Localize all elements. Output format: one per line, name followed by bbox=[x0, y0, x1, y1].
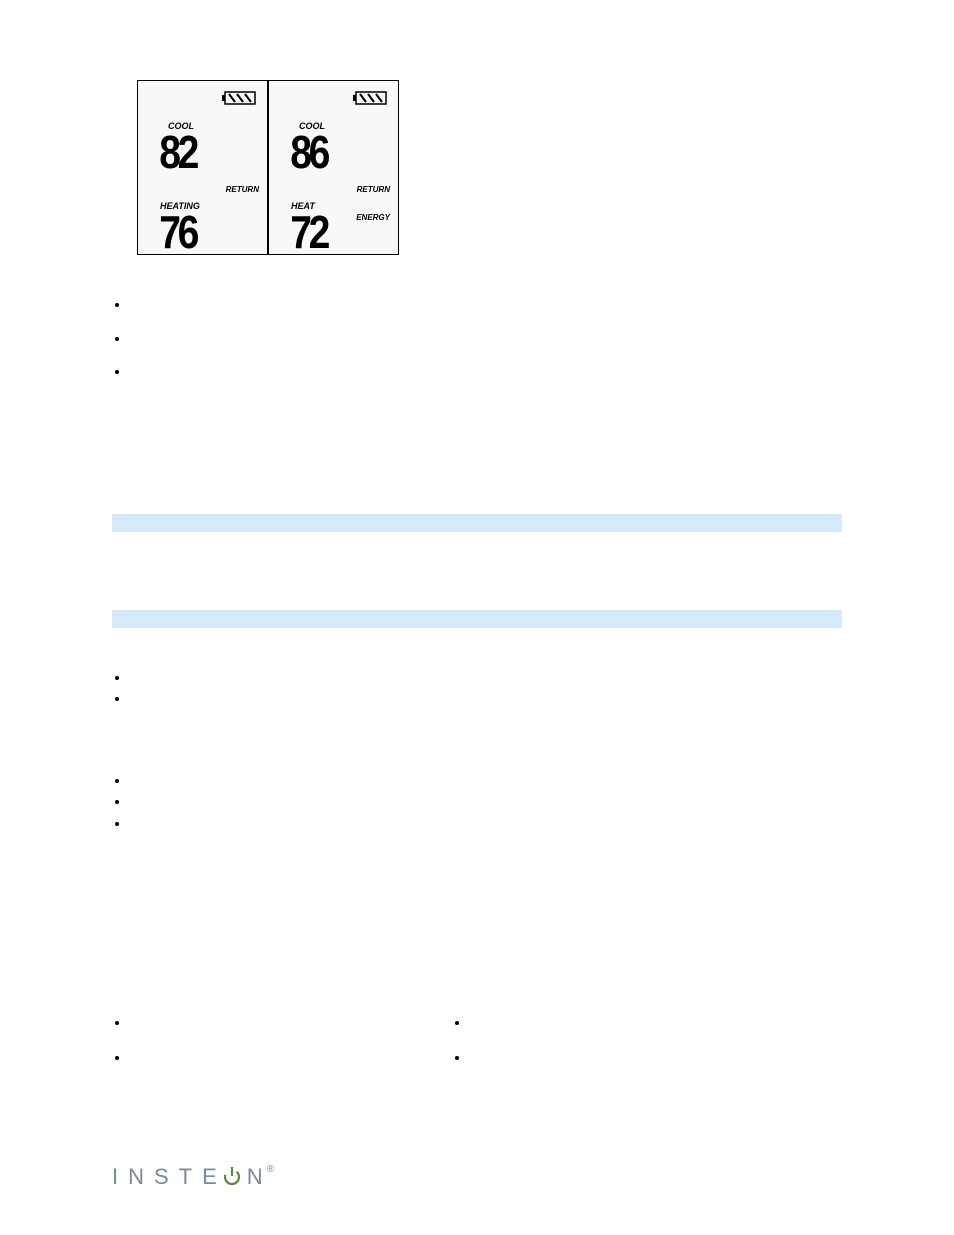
insteon-logo: INSTEN® bbox=[112, 1164, 274, 1190]
list-item bbox=[130, 814, 842, 834]
logo-power-icon bbox=[227, 1164, 247, 1190]
thermostat-row: COOL 82 RETURN HEATING 76 COOL 86 RETURN… bbox=[137, 80, 842, 255]
battery-icon bbox=[221, 91, 257, 105]
list-item bbox=[130, 295, 842, 315]
thermostat-display-right: COOL 86 RETURN HEAT 72 ENERGY bbox=[268, 80, 399, 255]
return-label: RETURN bbox=[357, 185, 390, 194]
list-item bbox=[130, 329, 842, 349]
list-item bbox=[130, 689, 842, 709]
thermostat-display-left: COOL 82 RETURN HEATING 76 bbox=[137, 80, 268, 255]
cool-value: 86 bbox=[290, 129, 327, 175]
bullet-list-2a bbox=[130, 668, 842, 709]
logo-trademark: ® bbox=[267, 1164, 274, 1175]
bullet-list-1 bbox=[130, 295, 842, 382]
list-item bbox=[130, 362, 842, 382]
return-label: RETURN bbox=[226, 185, 259, 194]
section-bar bbox=[112, 610, 842, 628]
cool-value: 82 bbox=[159, 129, 196, 175]
energy-label: ENERGY bbox=[356, 213, 390, 222]
list-item bbox=[130, 668, 842, 688]
bullet-list-2b bbox=[130, 771, 842, 834]
logo-pre: INSTE bbox=[112, 1164, 227, 1189]
section-bar bbox=[112, 514, 842, 532]
heat-value: 76 bbox=[159, 209, 196, 255]
page-content: COOL 82 RETURN HEATING 76 COOL 86 RETURN… bbox=[112, 0, 842, 1085]
list-item bbox=[130, 771, 842, 791]
list-item bbox=[130, 792, 842, 812]
battery-icon bbox=[352, 91, 388, 105]
two-column-bullets bbox=[130, 1015, 842, 1085]
heat-value: 72 bbox=[290, 209, 327, 255]
